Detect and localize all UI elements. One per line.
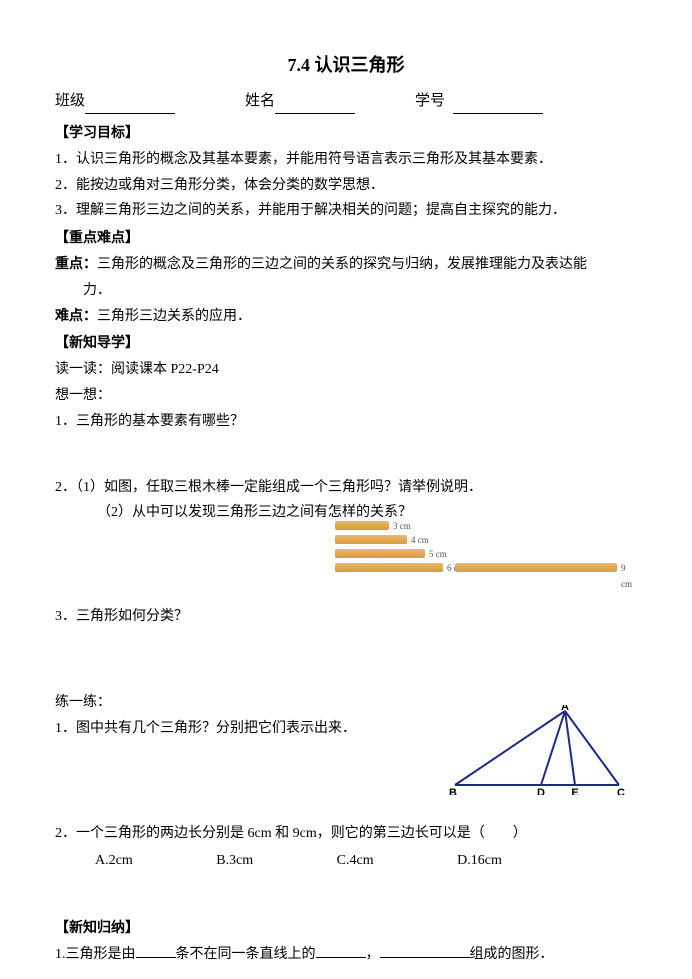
- think-text: 想一想：: [55, 384, 637, 408]
- name-label: 姓名: [245, 89, 275, 115]
- name-blank[interactable]: [275, 89, 355, 115]
- summary-1c: ，: [366, 947, 380, 962]
- read-text: 读一读：阅读课本 P22-P24: [55, 358, 637, 382]
- goal-2: 2．能按边或角对三角形分类，体会分类的数学思想．: [55, 174, 637, 198]
- stick-4cm: [335, 535, 407, 544]
- svg-text:D: D: [537, 787, 545, 795]
- diff-label: 难点：: [55, 309, 97, 324]
- question-3: 3．三角形如何分类？: [55, 605, 637, 629]
- page-title: 7.4 认识三角形: [55, 50, 637, 81]
- summary-1: 1.三角形是由 条不在同一条直线上的 ， 组成的图形．: [55, 943, 637, 967]
- summary-heading: 【新知归纳】: [55, 917, 637, 941]
- id-label: 学号: [415, 89, 445, 115]
- option-b[interactable]: B.3cm: [216, 849, 253, 873]
- mc-options: A.2cm B.3cm C.4cm D.16cm: [55, 849, 637, 873]
- key-label: 重点：: [55, 257, 97, 272]
- triangle-svg: A B D E C: [447, 705, 627, 795]
- stick-label-5cm: 5 cm: [429, 547, 447, 562]
- svg-text:E: E: [571, 787, 578, 795]
- id-blank[interactable]: [453, 89, 543, 115]
- goals-heading: 【学习目标】: [55, 122, 637, 146]
- stick-3cm: [335, 521, 389, 530]
- guide-heading: 【新知导学】: [55, 332, 637, 356]
- svg-text:A: A: [561, 705, 569, 713]
- goal-3: 3．理解三角形三边之间的关系，并能用于解决相关的问题；提高自主探究的能力．: [55, 199, 637, 223]
- stick-label-9cm: 9 cm: [621, 561, 637, 592]
- summary-1b: 条不在同一条直线上的: [176, 947, 316, 962]
- difficulty: 难点：三角形三边关系的应用．: [55, 305, 637, 329]
- stick-5cm: [335, 549, 425, 558]
- key-text: 三角形的概念及三角形的三边之间的关系的探究与归纳，发展推理能力及表达能: [97, 257, 587, 272]
- class-label: 班级: [55, 89, 85, 115]
- summary-1a: 1.三角形是由: [55, 947, 136, 962]
- svg-text:C: C: [617, 787, 625, 795]
- option-d[interactable]: D.16cm: [457, 849, 502, 873]
- practice-2: 2．一个三角形的两边长分别是 6cm 和 9cm，则它的第三边长可以是（ ）: [55, 822, 637, 846]
- stick-label-3cm: 3 cm: [393, 519, 411, 534]
- blank-3[interactable]: [380, 944, 470, 958]
- option-a[interactable]: A.2cm: [95, 849, 133, 873]
- question-2a: 2．（1）如图，任取三根木棒一定能组成一个三角形吗？请举例说明．: [55, 476, 637, 500]
- triangle-figure: A B D E C: [447, 705, 627, 804]
- student-info-row: 班级 姓名 学号: [55, 89, 637, 115]
- stick-6cm: [335, 563, 443, 572]
- stick-label-4cm: 4 cm: [411, 533, 429, 548]
- stick-9cm: [455, 563, 617, 572]
- sticks-figure: 3 cm4 cm5 cm6 cm9 cm: [335, 521, 637, 599]
- summary-1d: 组成的图形．: [470, 947, 554, 962]
- class-blank[interactable]: [85, 89, 175, 115]
- key-point: 重点：三角形的概念及三角形的三边之间的关系的探究与归纳，发展推理能力及表达能: [55, 253, 637, 277]
- blank-1[interactable]: [136, 944, 176, 958]
- goal-1: 1．认识三角形的概念及其基本要素，并能用符号语言表示三角形及其基本要素．: [55, 148, 637, 172]
- option-c[interactable]: C.4cm: [337, 849, 374, 873]
- keypoints-heading: 【重点难点】: [55, 227, 637, 251]
- question-1: 1．三角形的基本要素有哪些？: [55, 410, 637, 434]
- blank-2[interactable]: [316, 944, 366, 958]
- svg-text:B: B: [449, 787, 457, 795]
- key-point-cont: 力．: [55, 279, 637, 303]
- diff-text: 三角形三边关系的应用．: [97, 309, 251, 324]
